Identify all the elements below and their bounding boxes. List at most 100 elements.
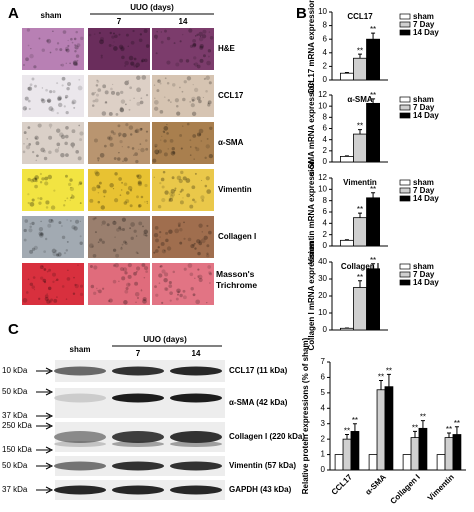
tissue-texture [138, 204, 142, 208]
tissue-texture [112, 132, 116, 136]
tissue-texture [76, 59, 79, 62]
row-label-text: Masson's Trichrome [216, 269, 258, 290]
tissue-texture [100, 205, 105, 210]
tissue-texture [127, 282, 131, 286]
tissue-texture [207, 100, 212, 105]
significance: ** [370, 256, 376, 265]
tissue-texture [70, 37, 73, 41]
tissue-texture [208, 81, 212, 85]
tissue-texture [179, 86, 181, 89]
tissue-texture [27, 44, 30, 47]
tissue-texture [80, 36, 84, 41]
tissue-texture [23, 238, 27, 242]
column-header: 7 [136, 349, 141, 358]
tissue-texture [91, 245, 94, 248]
tissue-texture [27, 193, 30, 196]
tissue-texture [51, 218, 53, 221]
tissue-texture [198, 277, 203, 283]
tissue-texture [56, 296, 58, 299]
tissue-texture [199, 35, 202, 38]
tissue-texture [130, 236, 134, 240]
tissue-texture [177, 290, 180, 294]
legend-label: 7 Day [413, 186, 435, 195]
tissue-texture [178, 178, 183, 184]
tissue-texture [69, 178, 73, 182]
y-tick-label: 10 [318, 101, 327, 110]
tissue-texture [121, 227, 125, 232]
tissue-texture [140, 288, 143, 291]
tissue-texture [80, 182, 82, 185]
row-label: Masson's Trichrome [216, 269, 258, 290]
significance: ** [454, 419, 460, 428]
tissue-texture [102, 189, 107, 194]
tissue-texture [26, 28, 31, 32]
tissue-texture [56, 142, 61, 147]
tissue-texture [33, 65, 37, 69]
tissue-texture [32, 276, 36, 279]
tissue-texture [66, 240, 69, 243]
tissue-texture [206, 244, 210, 248]
tissue-texture [68, 182, 72, 187]
marker-label: 150 kDa [2, 445, 32, 454]
column-header: UUO (days) [143, 335, 187, 344]
tissue-texture [120, 90, 124, 95]
marker-arrow [36, 446, 54, 454]
tissue-texture [38, 37, 41, 40]
tissue-texture [197, 268, 200, 271]
y-tick-label: 4 [323, 48, 328, 57]
tissue-texture [162, 170, 166, 174]
error-bar [358, 212, 362, 218]
protein-label: α-SMA (42 kDa) [229, 398, 288, 407]
tissue-texture [192, 43, 197, 47]
tissue-texture [145, 234, 148, 237]
tissue-texture [145, 147, 149, 151]
tissue-texture [76, 43, 81, 47]
tissue-texture [31, 198, 35, 202]
tissue-texture [136, 101, 141, 106]
tissue-texture [73, 106, 76, 109]
tissue-texture [30, 47, 32, 50]
significance: ** [378, 373, 384, 382]
tissue-texture [124, 103, 127, 106]
legend-swatch [399, 179, 411, 186]
significance: ** [357, 46, 363, 55]
tissue-texture [46, 270, 49, 273]
tissue-texture [94, 91, 96, 94]
legend-label: sham [413, 262, 434, 271]
micrograph [88, 216, 150, 258]
tissue-texture [135, 301, 137, 303]
tissue-texture [29, 282, 34, 287]
tissue-texture [156, 89, 160, 93]
tissue-texture [27, 86, 33, 91]
tissue-texture [196, 64, 201, 69]
tissue-texture [79, 131, 84, 136]
micrograph [88, 263, 150, 305]
y-tick-label: 10 [318, 308, 327, 317]
tissue-texture [169, 291, 173, 295]
error-bar [344, 239, 349, 241]
tissue-texture [166, 246, 172, 251]
tissue-texture [200, 195, 205, 200]
tissue-texture [190, 146, 192, 148]
marker-arrow [36, 462, 54, 470]
tissue-texture [64, 200, 66, 202]
blot-band [112, 485, 164, 495]
tissue-texture [189, 154, 192, 156]
tissue-texture [31, 77, 35, 81]
tissue-texture [120, 246, 123, 249]
tissue-texture [98, 31, 101, 35]
tissue-texture [163, 250, 166, 252]
tissue-texture [136, 75, 141, 81]
tissue-texture [192, 198, 195, 202]
legend-swatch [399, 271, 411, 278]
tissue-texture [180, 188, 184, 192]
bar [366, 102, 380, 163]
tissue-texture [160, 31, 162, 33]
bar [410, 437, 420, 471]
tissue-texture [110, 130, 114, 134]
tissue-texture [127, 145, 130, 149]
tissue-texture [158, 273, 163, 278]
tissue-texture [192, 84, 194, 86]
micrograph [152, 263, 214, 305]
tissue-texture [97, 192, 100, 194]
